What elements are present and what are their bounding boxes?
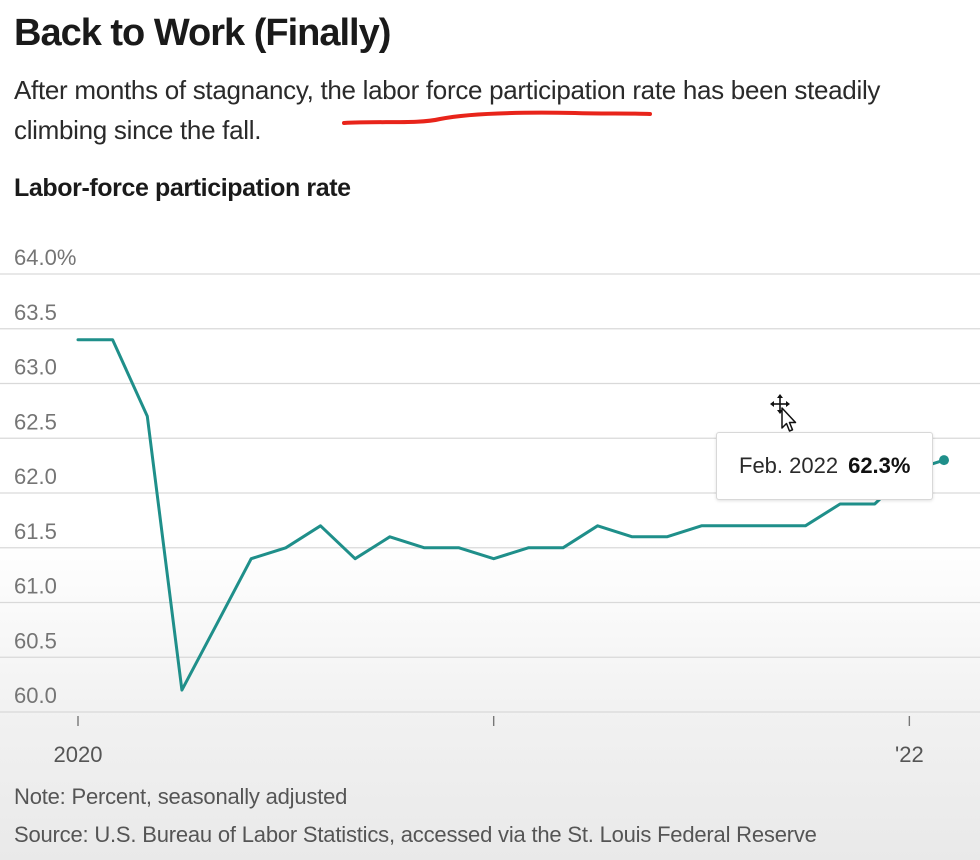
page-title: Back to Work (Finally) bbox=[14, 12, 391, 54]
x-tick-label: '22 bbox=[895, 742, 924, 767]
data-point bbox=[939, 455, 949, 466]
y-tick-label: 60.0 bbox=[14, 683, 57, 708]
tooltip-value: 62.3% bbox=[848, 453, 911, 478]
y-tick-label: 60.5 bbox=[14, 628, 57, 653]
chart-note: Note: Percent, seasonally adjusted bbox=[14, 784, 348, 809]
subtitle-text-end: has been steadily climbing since the fal… bbox=[14, 75, 881, 145]
chart-title: Labor-force participation rate bbox=[14, 174, 351, 202]
chart-tooltip: Feb. 2022 62.3% bbox=[716, 432, 934, 500]
subtitle-highlight: labor force participation rate bbox=[362, 75, 677, 105]
y-tick-label: 61.5 bbox=[14, 519, 57, 544]
chart-source: Source: U.S. Bureau of Labor Statistics,… bbox=[14, 822, 817, 847]
series-line bbox=[76, 338, 946, 692]
y-tick-label: 62.0 bbox=[14, 464, 57, 489]
highlight-underline bbox=[342, 110, 652, 125]
y-tick-label: 64.0% bbox=[14, 245, 76, 270]
move-cursor-icon bbox=[770, 394, 797, 432]
tooltip-label: Feb. 2022 bbox=[739, 453, 839, 478]
line-chart: 64.0% 63.5 63.0 62.5 62.0 61.5 61.0 60.5 60.0 202… bbox=[0, 110, 980, 767]
y-tick-label: 63.0 bbox=[14, 355, 57, 380]
subtitle: After months of stagnancy, the labor for… bbox=[14, 70, 964, 150]
y-tick-label: 62.5 bbox=[14, 409, 57, 434]
y-tick-label: 61.0 bbox=[14, 574, 57, 599]
x-tick-label: 2020 bbox=[54, 742, 103, 767]
y-tick-label: 63.5 bbox=[14, 300, 57, 325]
subtitle-text-start: After months of stagnancy, the bbox=[14, 75, 363, 105]
